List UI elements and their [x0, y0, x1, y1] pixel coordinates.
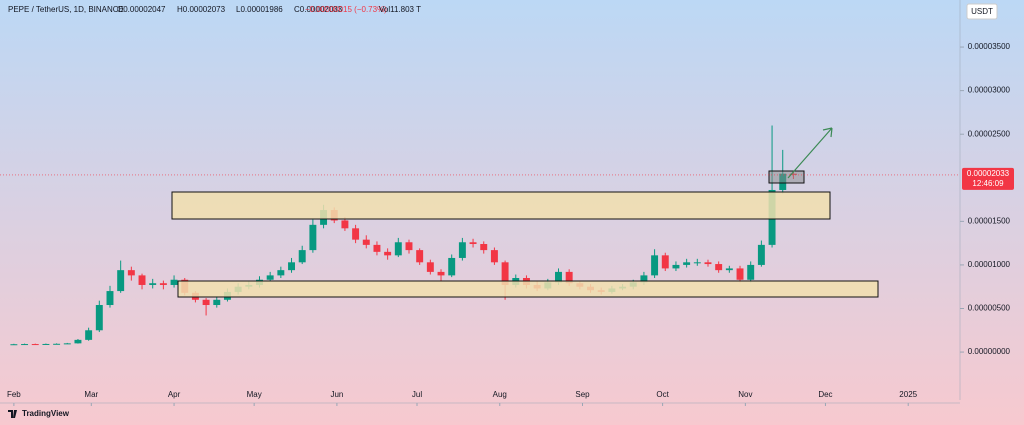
- candle-body: [394, 242, 402, 256]
- candle-body: [683, 262, 691, 265]
- candle-body: [437, 271, 445, 276]
- x-tick-label: Oct: [656, 390, 669, 399]
- candle-body: [202, 299, 210, 306]
- ohlc-open: O0.00002047: [117, 5, 166, 14]
- candle-body: [277, 270, 285, 276]
- candle-body: [31, 344, 39, 346]
- candle-body: [85, 330, 93, 340]
- candle-body: [117, 270, 125, 292]
- candle-body: [747, 264, 755, 280]
- candle-body: [640, 275, 648, 283]
- candle-body: [480, 244, 488, 251]
- candle-body: [53, 343, 61, 345]
- currency[interactable]: USDT: [971, 7, 993, 16]
- candle-body: [672, 264, 680, 269]
- candle-body: [106, 291, 114, 306]
- y-tick-label: 0.00000000: [968, 347, 1011, 356]
- candle-body: [555, 271, 562, 283]
- x-tick-label: Aug: [493, 390, 507, 399]
- candle-body: [458, 242, 466, 258]
- x-tick-label: Apr: [168, 390, 181, 399]
- candle-body: [298, 250, 306, 263]
- candle-body: [149, 283, 157, 285]
- ohlc-low: L0.00001986: [236, 5, 283, 14]
- candle-body: [341, 220, 349, 229]
- resistance-zone: [171, 191, 831, 220]
- candle-body: [95, 305, 103, 331]
- ohlc-high: H0.00002073: [177, 5, 226, 14]
- support-zone: [177, 280, 879, 298]
- countdown: 12:46:09: [972, 179, 1004, 188]
- last-price-box: [962, 167, 1014, 190]
- candle-body: [10, 344, 18, 346]
- y-tick-label: 0.00000500: [968, 304, 1011, 313]
- y-tick-label: 0.00001000: [968, 260, 1011, 269]
- candle-body: [725, 268, 733, 271]
- candle-body: [501, 262, 509, 285]
- candle-body: [288, 262, 295, 271]
- candle-body: [416, 250, 424, 263]
- y-tick-label: 0.00001500: [968, 216, 1011, 225]
- candle-body: [159, 283, 167, 285]
- symbol: PEPE / TetherUS, 1D, BINANCE: [8, 5, 124, 14]
- ohlc-close: C0.00002033: [294, 5, 343, 14]
- candle-body: [715, 264, 723, 271]
- candle-body: [565, 271, 573, 284]
- candle-body: [426, 262, 434, 272]
- candle-body: [138, 275, 146, 285]
- candle-body: [309, 224, 317, 251]
- x-tick-label: Dec: [818, 390, 832, 399]
- x-tick-label: Mar: [84, 390, 98, 399]
- x-tick-label: Feb: [7, 390, 21, 399]
- candle-body: [127, 270, 135, 276]
- candle-body: [405, 242, 413, 251]
- x-tick-label: 2025: [899, 390, 917, 399]
- x-tick-label: Jul: [412, 390, 422, 399]
- candle-body: [74, 339, 82, 344]
- currency-box[interactable]: [966, 3, 998, 20]
- consolidation-box: [768, 170, 805, 184]
- candle-body: [757, 244, 765, 265]
- candle-body: [170, 279, 178, 285]
- candle-body: [21, 344, 29, 346]
- candle-body: [362, 239, 370, 245]
- candle-body: [448, 257, 456, 276]
- y-tick-label: 0.00003500: [968, 42, 1011, 51]
- candle-body: [661, 255, 669, 269]
- x-tick-label: Nov: [738, 390, 752, 399]
- candle-body: [266, 275, 274, 280]
- candle-body: [42, 343, 50, 345]
- change: −0.00000015 (−0.73%): [305, 5, 387, 14]
- candle-body: [469, 242, 477, 245]
- candle-body: [63, 343, 71, 345]
- candle-body: [651, 255, 659, 276]
- candle-body: [213, 299, 221, 306]
- x-tick-label: Jun: [330, 390, 343, 399]
- x-tick-label: Sep: [575, 390, 590, 399]
- brand-logo: [8, 410, 17, 418]
- candle-body: [352, 228, 360, 240]
- candle-body: [736, 268, 744, 280]
- candle-body: [384, 251, 392, 256]
- candle-body: [693, 262, 701, 264]
- last-price-label: 0.00002033: [967, 169, 1010, 178]
- candle-body: [704, 262, 712, 265]
- projection-arrow: [787, 127, 833, 179]
- candle-body: [490, 250, 498, 263]
- volume: Vol11.803 T: [379, 5, 421, 14]
- candle-body: [373, 244, 381, 252]
- brand: TradingView: [22, 409, 70, 418]
- y-tick-label: 0.00003000: [968, 86, 1011, 95]
- x-tick-label: May: [247, 390, 262, 399]
- y-tick-label: 0.00002500: [968, 129, 1011, 138]
